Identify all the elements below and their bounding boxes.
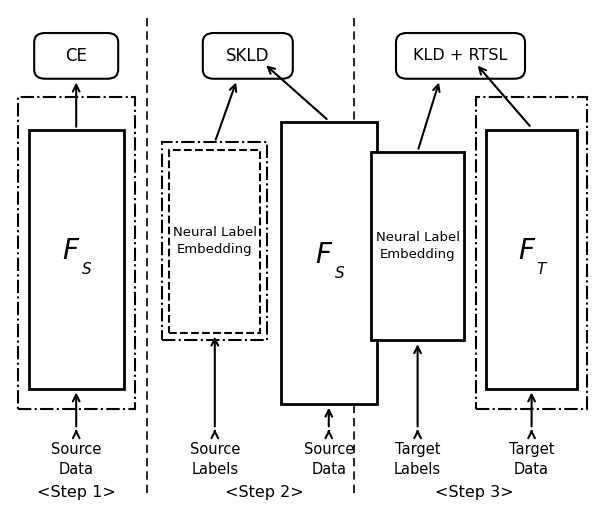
Bar — [476, 97, 587, 409]
Text: SKLD: SKLD — [226, 47, 269, 65]
Text: CE: CE — [65, 47, 87, 65]
Bar — [18, 97, 135, 409]
FancyBboxPatch shape — [396, 33, 525, 79]
Bar — [371, 152, 464, 340]
Text: $F$: $F$ — [62, 238, 80, 265]
Text: KLD + RTSL: KLD + RTSL — [413, 48, 508, 64]
Bar — [162, 142, 267, 340]
Text: Source
Data: Source Data — [51, 442, 101, 477]
Text: Neural Label
Embedding: Neural Label Embedding — [376, 231, 460, 262]
Bar — [29, 130, 124, 389]
FancyBboxPatch shape — [203, 33, 293, 79]
Text: $S$: $S$ — [334, 265, 345, 281]
Text: $F$: $F$ — [315, 242, 333, 269]
FancyBboxPatch shape — [34, 33, 118, 79]
Text: $S$: $S$ — [82, 261, 92, 277]
Text: Neural Label
Embedding: Neural Label Embedding — [173, 226, 257, 257]
Bar — [486, 130, 577, 389]
Text: <Step 1>: <Step 1> — [37, 485, 116, 500]
Text: Target
Data: Target Data — [509, 442, 554, 477]
Text: $F$: $F$ — [518, 238, 536, 265]
Text: $T$: $T$ — [536, 261, 548, 277]
Text: Source
Labels: Source Labels — [190, 442, 240, 477]
Text: Source
Data: Source Data — [304, 442, 354, 477]
Text: <Step 3>: <Step 3> — [434, 485, 514, 500]
Text: Target
Labels: Target Labels — [394, 442, 441, 477]
Text: <Step 2>: <Step 2> — [224, 485, 304, 500]
Bar — [281, 122, 377, 404]
Bar — [169, 150, 260, 333]
